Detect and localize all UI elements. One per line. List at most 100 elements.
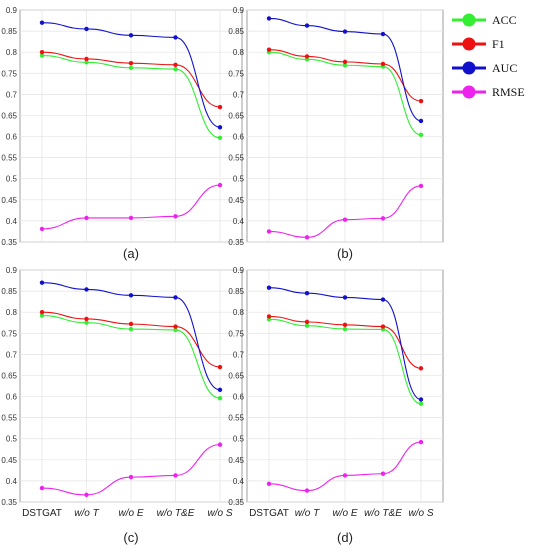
data-point [217,135,223,141]
data-point [217,125,223,130]
data-point [304,488,310,493]
legend-marker [462,13,476,27]
x-tick-label: w/o S [408,508,433,519]
x-tick-label: w/o T [295,508,320,519]
chart-panel: 0.35 0.4 0.45 0.5 0.55 0.6 0.65 0.7 0.75 0.8 0.85 0… [228,266,444,545]
y-tick-label: 0.45 [1,196,17,205]
y-tick-label: 0.45 [228,456,244,465]
data-point [266,16,272,21]
data-point [380,324,386,329]
data-point [380,471,386,476]
data-point [342,326,348,332]
y-tick-label: 0.8 [233,48,245,57]
x-tick-label: DSTGAT [249,508,289,519]
y-tick-label: 0.9 [233,266,245,275]
y-tick-label: 0.8 [233,308,245,317]
data-point [266,481,272,487]
data-point [266,314,272,319]
data-point [128,293,134,298]
data-point [418,401,424,406]
x-tick-label: w/o S [207,508,232,519]
x-tick-label: w/o E [332,508,357,519]
y-tick-label: 0.9 [6,6,18,15]
y-tick-label: 0.65 [1,371,17,380]
panel-caption: (b) [337,246,353,261]
y-tick-label: 0.6 [6,393,18,402]
legend-label: F1 [492,37,505,51]
y-tick-label: 0.7 [233,350,245,359]
y-tick-label: 0.8 [6,48,18,57]
y-tick-label: 0.65 [228,111,244,120]
y-tick-label: 0.55 [228,414,244,423]
data-point [217,396,223,401]
series-line [268,51,422,136]
series-line [41,282,221,391]
data-point [418,439,424,445]
chart-panels: 0.35 0.4 0.45 0.5 0.55 0.6 0.65 0.7 0.75 0.8 0.85 0… [1,6,444,545]
y-tick-label: 0.4 [233,217,245,226]
series-line [41,315,221,399]
data-point [304,319,310,325]
panel-caption: (a) [123,246,139,261]
data-point [84,56,89,62]
x-tick-label: w/o E [118,508,143,519]
data-point [342,295,348,300]
legend-label: ACC [492,13,517,27]
data-point [128,321,134,327]
legend: ACC F1 AUC RMSE [452,13,525,99]
data-point [418,183,424,189]
data-point [39,313,45,318]
y-tick-label: 0.6 [6,133,18,142]
data-point [304,291,310,296]
y-tick-label: 0.5 [233,175,245,184]
data-point [304,235,310,240]
y-tick-label: 0.65 [228,371,244,380]
y-tick-label: 0.7 [233,90,245,99]
data-point [173,35,178,40]
data-point [380,297,386,302]
data-point [84,316,89,322]
chart-panel: 0.35 0.4 0.45 0.5 0.55 0.6 0.65 0.7 0.75 0.8 0.85 0… [1,6,243,261]
legend-marker [462,37,476,51]
data-point [217,387,223,392]
y-tick-label: 0.4 [6,477,18,486]
data-point [217,442,223,447]
data-point [217,364,223,370]
y-tick-label: 0.65 [1,111,17,120]
data-point [39,280,45,285]
y-tick-label: 0.35 [228,238,244,247]
y-tick-label: 0.85 [1,27,17,36]
legend-marker [462,85,476,99]
data-point [39,20,45,25]
y-tick-label: 0.6 [233,393,245,402]
y-tick-label: 0.5 [6,435,18,444]
data-point [84,60,89,65]
y-tick-label: 0.85 [228,27,244,36]
data-point [380,61,386,67]
data-point [266,285,272,290]
series-line [41,22,221,128]
data-point [380,216,386,221]
x-tick-label: w/o T&E [157,508,195,519]
data-point [304,54,310,59]
data-point [84,287,89,292]
x-tick-label: DSTGAT [22,508,62,519]
legend-label: AUC [492,61,517,75]
data-point [266,229,272,234]
y-tick-label: 0.4 [6,217,18,226]
series-line [268,318,422,405]
y-tick-label: 0.55 [1,154,17,163]
series-line [268,17,422,122]
data-point [128,474,134,480]
y-tick-label: 0.55 [228,154,244,163]
data-point [128,215,134,221]
y-tick-label: 0.75 [228,329,244,338]
data-point [39,53,45,58]
data-point [39,309,45,315]
data-point [418,118,424,124]
data-point [128,60,134,66]
data-point [380,31,386,37]
y-tick-label: 0.6 [233,133,245,142]
y-tick-label: 0.45 [228,196,244,205]
series-line [41,55,221,139]
